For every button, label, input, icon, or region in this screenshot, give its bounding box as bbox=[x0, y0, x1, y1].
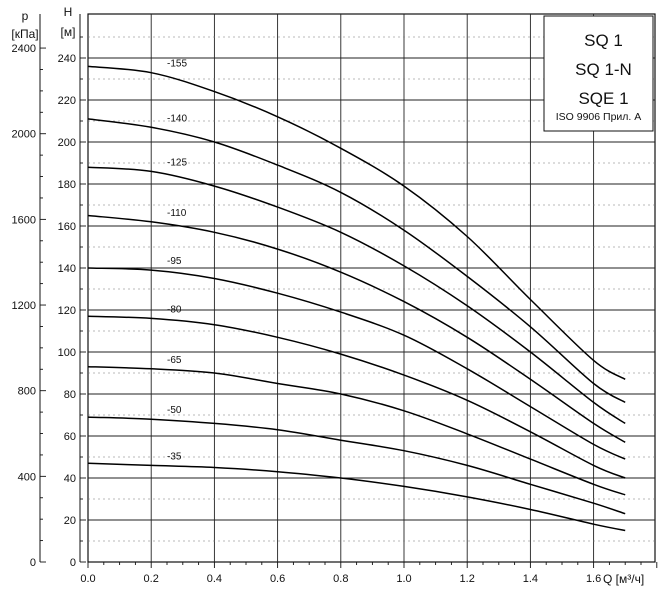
p-tick-label: 800 bbox=[18, 386, 36, 398]
x-tick-label: 0.0 bbox=[80, 573, 95, 585]
series-label: -35 bbox=[167, 451, 182, 462]
series-line bbox=[87, 315, 626, 479]
p-tick-label: 0 bbox=[30, 557, 36, 569]
x-tick-label: 0.8 bbox=[333, 573, 348, 585]
series-label: -155 bbox=[167, 59, 187, 70]
y-tick-label: 120 bbox=[58, 305, 76, 317]
series-line bbox=[87, 118, 626, 404]
x-tick-label: 1.4 bbox=[523, 573, 538, 585]
p-axis-title: p bbox=[22, 9, 29, 23]
series-label: -50 bbox=[167, 405, 182, 416]
y-tick-label: 180 bbox=[58, 179, 76, 191]
p-tick-label: 2400 bbox=[12, 43, 36, 55]
y-tick-label: 20 bbox=[64, 515, 76, 527]
x-tick-label: 1.0 bbox=[396, 573, 411, 585]
y-tick-label: 40 bbox=[64, 473, 76, 485]
p-tick-label: 400 bbox=[18, 471, 36, 483]
y-tick-label: 0 bbox=[70, 557, 76, 569]
legend-note: ISO 9906 Прил. A bbox=[556, 111, 642, 123]
series-label: -140 bbox=[167, 113, 187, 124]
series-line bbox=[87, 267, 626, 460]
y-tick-label: 60 bbox=[64, 431, 76, 443]
y-tick-label: 160 bbox=[58, 221, 76, 233]
p-tick-label: 2000 bbox=[12, 129, 36, 141]
series-line bbox=[87, 214, 626, 443]
y-axis-title: H bbox=[64, 5, 73, 19]
x-tick-label: 0.6 bbox=[270, 573, 285, 585]
series-label: -65 bbox=[167, 355, 182, 366]
y-tick-label: 240 bbox=[58, 53, 76, 65]
p-tick-label: 1200 bbox=[12, 300, 36, 312]
x-tick-label: 0.4 bbox=[207, 573, 222, 585]
series-line bbox=[87, 462, 626, 532]
y-tick-label: 100 bbox=[58, 347, 76, 359]
series-label: -95 bbox=[167, 256, 182, 267]
series-line bbox=[87, 166, 626, 425]
legend-title-line: SQ 1-N bbox=[575, 60, 632, 79]
series-group: -155 -140 -125 -110 -95 -80 -65 -50 -35 bbox=[87, 59, 626, 532]
series-label: -125 bbox=[167, 157, 187, 168]
series-line bbox=[87, 416, 626, 515]
series-line bbox=[87, 65, 626, 380]
y-axis-unit: [м] bbox=[61, 25, 76, 39]
series-line bbox=[87, 365, 626, 496]
x-axis-title: Q [м³/ч] bbox=[603, 572, 644, 586]
legend: SQ 1 SQ 1-N SQE 1 ISO 9906 Прил. A bbox=[543, 15, 654, 132]
y-tick-label: 80 bbox=[64, 389, 76, 401]
series-label: -80 bbox=[167, 304, 182, 315]
x-tick-label: 0.2 bbox=[144, 573, 159, 585]
x-tick-label: 1.6 bbox=[586, 573, 601, 585]
p-tick-label: 1600 bbox=[12, 214, 36, 226]
axes: 0.0 0.2 0.4 0.6 0.8 1.0 1.2 1.4 1.6 0 20 40 60 80 100 1… bbox=[11, 5, 658, 586]
p-axis-unit: [кПа] bbox=[11, 27, 38, 41]
x-tick-label: 1.2 bbox=[460, 573, 475, 585]
y-tick-label: 140 bbox=[58, 263, 76, 275]
legend-box bbox=[543, 15, 654, 132]
legend-title-line: SQE 1 bbox=[578, 89, 628, 108]
y-tick-label: 220 bbox=[58, 95, 76, 107]
y-tick-label: 200 bbox=[58, 137, 76, 149]
series-label: -110 bbox=[167, 208, 187, 219]
legend-title-line: SQ 1 bbox=[584, 31, 623, 50]
